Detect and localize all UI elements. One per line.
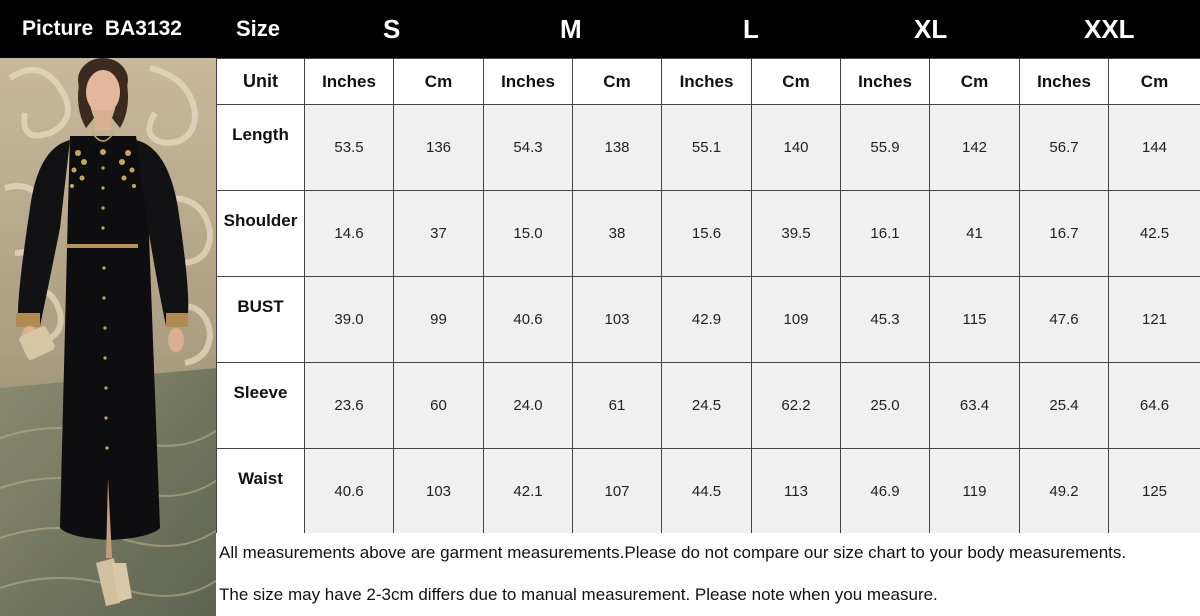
table-cell: 39.5: [751, 190, 841, 277]
table-cell: 63.4: [929, 362, 1020, 449]
table-cell: 60: [393, 362, 484, 449]
table-cell: 136: [393, 104, 484, 191]
table-row-sleeve: Sleeve 23.6 60 24.0 61 24.5 62.2 25.0 63…: [216, 362, 1200, 449]
unit-cm-xl: Cm: [929, 58, 1020, 105]
table-cell: 16.7: [1019, 190, 1109, 277]
table-cell: 113: [751, 448, 841, 535]
size-label: Size: [236, 16, 281, 41]
table-cell: 142: [929, 104, 1020, 191]
table-cell: 64.6: [1108, 362, 1200, 449]
table-cell: 45.3: [840, 276, 930, 363]
table-cell: 125: [1108, 448, 1200, 535]
table-cell: 119: [929, 448, 1020, 535]
size-s: S: [383, 14, 401, 44]
table-cell: 144: [1108, 104, 1200, 191]
table-cell: 42.1: [483, 448, 573, 535]
table-cell: 99: [393, 276, 484, 363]
size-m: M: [560, 14, 582, 44]
table-cell: 24.0: [483, 362, 573, 449]
table-cell: 121: [1108, 276, 1200, 363]
table-cell: 47.6: [1019, 276, 1109, 363]
size-table: Unit Inches Cm Inches Cm Inches Cm Inche…: [216, 58, 1200, 535]
table-cell: 109: [751, 276, 841, 363]
table-cell: 25.0: [840, 362, 930, 449]
unit-cm-l: Cm: [751, 58, 841, 105]
row-label-length: Length: [216, 104, 305, 191]
table-cell: 37: [393, 190, 484, 277]
table-cell: 15.0: [483, 190, 573, 277]
unit-inches-xxl: Inches: [1019, 58, 1109, 105]
table-row-shoulder: Shoulder 14.6 37 15.0 38 15.6 39.5 16.1 …: [216, 190, 1200, 277]
row-label-bust: BUST: [216, 276, 305, 363]
model-dress-photo: [0, 58, 216, 616]
measurement-notes: All measurements above are garment measu…: [216, 533, 1200, 616]
table-cell: 107: [572, 448, 662, 535]
table-cell: 41: [929, 190, 1020, 277]
picture-label: Picture BA3132: [22, 17, 182, 40]
table-cell: 42.9: [661, 276, 752, 363]
table-cell: 49.2: [1019, 448, 1109, 535]
table-cell: 140: [751, 104, 841, 191]
size-xxl: XXL: [1084, 14, 1135, 44]
unit-cm-s: Cm: [393, 58, 484, 105]
unit-inches-s: Inches: [304, 58, 394, 105]
row-label-shoulder: Shoulder: [216, 190, 305, 277]
table-cell: 44.5: [661, 448, 752, 535]
table-cell: 138: [572, 104, 662, 191]
table-cell: 62.2: [751, 362, 841, 449]
unit-cm-xxl: Cm: [1108, 58, 1200, 105]
unit-inches-l: Inches: [661, 58, 752, 105]
table-cell: 15.6: [661, 190, 752, 277]
size-chart-header: Picture BA3132 Size S M L XL XXL: [0, 0, 1200, 58]
table-cell: 56.7: [1019, 104, 1109, 191]
table-cell: 46.9: [840, 448, 930, 535]
model-code: BA3132: [104, 17, 182, 40]
table-cell: 42.5: [1108, 190, 1200, 277]
table-cell: 103: [572, 276, 662, 363]
size-xl: XL: [914, 14, 948, 44]
unit-cm-m: Cm: [572, 58, 662, 105]
table-cell: 55.9: [840, 104, 930, 191]
note-manual-measurement: The size may have 2-3cm differs due to m…: [219, 585, 938, 604]
size-l: L: [743, 14, 759, 44]
row-label-sleeve: Sleeve: [216, 362, 305, 449]
table-cell: 38: [572, 190, 662, 277]
table-cell: 115: [929, 276, 1020, 363]
table-cell: 55.1: [661, 104, 752, 191]
unit-row: Unit Inches Cm Inches Cm Inches Cm Inche…: [216, 58, 1200, 105]
table-cell: 23.6: [304, 362, 394, 449]
table-cell: 40.6: [483, 276, 573, 363]
note-garment-measurements: All measurements above are garment measu…: [219, 543, 1127, 562]
row-label-waist: Waist: [216, 448, 305, 535]
unit-label: Unit: [216, 58, 305, 105]
table-row-waist: Waist 40.6 103 42.1 107 44.5 113 46.9 11…: [216, 448, 1200, 535]
table-cell: 40.6: [304, 448, 394, 535]
table-cell: 25.4: [1019, 362, 1109, 449]
table-cell: 39.0: [304, 276, 394, 363]
table-cell: 14.6: [304, 190, 394, 277]
table-row-bust: BUST 39.0 99 40.6 103 42.9 109 45.3 115 …: [216, 276, 1200, 363]
table-cell: 103: [393, 448, 484, 535]
table-cell: 54.3: [483, 104, 573, 191]
unit-inches-xl: Inches: [840, 58, 930, 105]
table-cell: 53.5: [304, 104, 394, 191]
table-cell: 24.5: [661, 362, 752, 449]
table-cell: 16.1: [840, 190, 930, 277]
unit-inches-m: Inches: [483, 58, 573, 105]
table-row-length: Length 53.5 136 54.3 138 55.1 140 55.9 1…: [216, 104, 1200, 191]
table-cell: 61: [572, 362, 662, 449]
